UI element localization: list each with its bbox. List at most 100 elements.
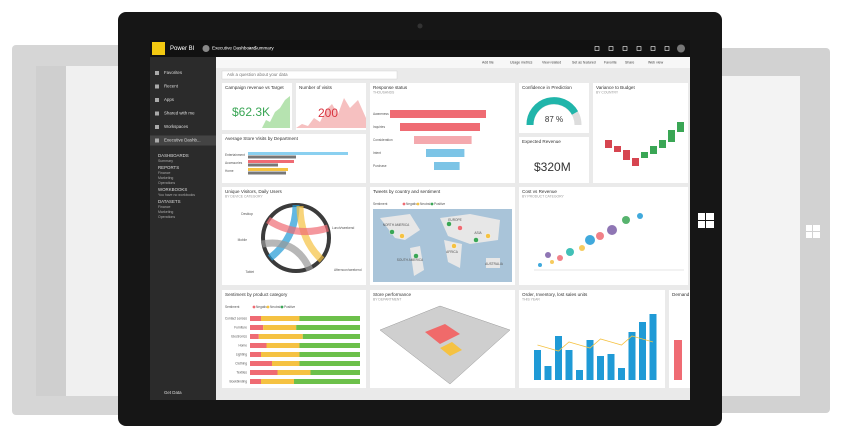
stack-negative <box>250 379 261 384</box>
bar <box>248 152 348 155</box>
chord-label: Afternoon/weekend <box>334 268 362 272</box>
scatter-point <box>538 263 542 267</box>
nav-item[interactable]: Apps <box>164 97 175 102</box>
waterfall-bar <box>614 146 621 152</box>
scatter-point <box>550 260 554 264</box>
toolbar-button[interactable]: Favorite <box>604 60 617 64</box>
top-bar <box>150 40 690 57</box>
toolbar-button[interactable]: Set as featured <box>572 60 596 64</box>
funnel-label: Purchase <box>373 164 387 168</box>
waterfall-bar <box>632 158 639 166</box>
tile-title: Average Store Visits by Department <box>225 136 299 141</box>
qna-box[interactable] <box>221 70 398 80</box>
funnel-bar <box>426 149 465 157</box>
tile-subtitle: BY DEVICE CATEGORY <box>225 194 263 198</box>
toolbar-button[interactable]: Usage metrics <box>510 60 533 64</box>
windows-logo <box>698 213 714 228</box>
tile-title: Number of visits <box>299 85 333 90</box>
nav-footer[interactable]: Get Data <box>164 390 182 395</box>
legend-label: Negative <box>256 305 269 309</box>
toolbar-button[interactable]: Add tile <box>482 60 494 64</box>
tile-title: Campaign revenue vs Target <box>225 85 284 90</box>
bar <box>248 160 294 163</box>
top-icon[interactable] <box>608 46 614 51</box>
legend-label: Positive <box>284 305 295 309</box>
nav-item[interactable]: Executive Dashb... <box>164 138 201 143</box>
bar <box>534 350 541 380</box>
map-bubble <box>399 233 405 239</box>
bar-label: Accessories <box>225 161 243 165</box>
toolbar-button[interactable]: Web view <box>648 60 664 64</box>
stack-neutral <box>261 379 294 384</box>
chord-label: Desktop <box>241 212 253 216</box>
waterfall-bar <box>668 130 675 142</box>
map-bubble <box>473 237 479 243</box>
map-label: NORTH AMERICA <box>383 223 410 227</box>
back-screen-right <box>712 76 800 396</box>
nav-item[interactable]: Workspaces <box>164 124 189 129</box>
nav-item[interactable]: Favorites <box>164 70 183 75</box>
tile-title: Order, Inventory, lost sales units <box>522 292 588 297</box>
stack-negative <box>250 325 264 330</box>
stack-negative <box>250 316 261 321</box>
legend-swatch <box>280 305 284 309</box>
bar-label: Entertainment <box>225 153 245 157</box>
nav-pane <box>150 57 216 400</box>
chord <box>267 204 300 261</box>
tile-subtitle: THIS YEAR <box>522 297 540 301</box>
category-label: Bookbinding <box>229 379 247 383</box>
nav-item[interactable]: Shared with me <box>164 111 195 116</box>
map-bubble <box>457 225 463 231</box>
waterfall-bar <box>641 152 648 158</box>
nav-subitem[interactable]: Summary <box>158 159 173 163</box>
tile-title: Response status <box>373 85 408 90</box>
stack-positive <box>299 343 360 348</box>
legend-swatch <box>430 202 434 206</box>
tile[interactable] <box>519 137 589 183</box>
tile-title: Variance to Budget <box>596 85 635 90</box>
stack-neutral <box>272 361 300 366</box>
top-icon[interactable] <box>664 46 670 51</box>
bar <box>586 340 594 380</box>
avatar[interactable] <box>677 44 685 53</box>
toolbar-button[interactable]: Share <box>625 60 634 64</box>
floor-zone <box>440 342 462 356</box>
nav-item[interactable]: Recent <box>164 84 179 89</box>
scatter-point <box>596 232 604 240</box>
app-launcher[interactable] <box>152 42 165 55</box>
windows-logo-back <box>806 225 820 238</box>
nav-subitem[interactable]: Finance <box>158 171 171 175</box>
workspace-icon <box>202 45 210 52</box>
top-icon[interactable] <box>650 46 656 51</box>
bar <box>576 370 583 380</box>
nav-subitem[interactable]: Operations <box>158 215 175 219</box>
bar <box>618 368 625 380</box>
map-label: SOUTH AMERICA <box>397 258 424 262</box>
toolbar <box>216 57 690 68</box>
map-bubble <box>413 253 419 259</box>
stack-negative <box>250 352 261 357</box>
back-nav-left <box>36 66 66 396</box>
nav-subitem[interactable]: Finance <box>158 205 171 209</box>
bar <box>248 155 296 159</box>
toolbar-button[interactable]: View related <box>542 60 561 64</box>
waterfall-bar <box>650 146 657 154</box>
nav-subitem[interactable]: You have no workbooks <box>158 193 195 197</box>
tile[interactable] <box>519 83 589 133</box>
nav-subitem[interactable]: Operations <box>158 181 175 185</box>
workspace-name[interactable]: Executive Dashboard <box>212 46 256 51</box>
tile-subtitle: BY DEPARTMENT <box>373 297 401 301</box>
top-icon[interactable] <box>636 46 642 51</box>
nav-icon <box>155 71 159 75</box>
nav-section-title: WORKBOOKS <box>158 187 187 192</box>
top-icon[interactable] <box>594 46 600 51</box>
nav-subitem[interactable]: Marketing <box>158 210 173 214</box>
legend-label: Positive <box>434 202 445 206</box>
stack-neutral <box>258 334 303 339</box>
nav-subitem[interactable]: Marketing <box>158 176 173 180</box>
camera <box>417 23 423 29</box>
area-chart <box>262 96 290 128</box>
stack-positive <box>296 325 360 330</box>
top-icon[interactable] <box>622 46 628 51</box>
tile-subtitle: BY COUNTRY <box>596 90 619 94</box>
